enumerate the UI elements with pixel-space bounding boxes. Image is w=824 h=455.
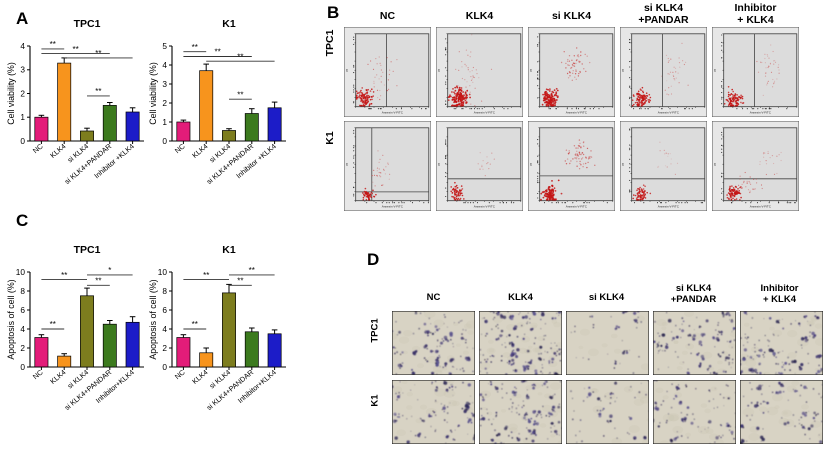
svg-text:2: 2	[20, 343, 25, 353]
svg-text:**: **	[203, 271, 209, 280]
svg-text:1: 1	[162, 117, 167, 127]
svg-text:Annexin V-FITC: Annexin V-FITC	[566, 111, 588, 115]
svg-text:TPC1: TPC1	[74, 18, 101, 30]
svg-text:**: **	[249, 266, 255, 275]
svg-text:*: *	[108, 266, 111, 275]
svg-text:TPC1: TPC1	[74, 244, 101, 256]
svg-text:6: 6	[20, 305, 25, 315]
svg-text:5: 5	[162, 41, 167, 51]
svg-text:**: **	[237, 277, 243, 286]
svg-text:Annexin V-FITC: Annexin V-FITC	[566, 205, 588, 209]
svg-text:**: **	[95, 277, 101, 286]
svg-text:K1: K1	[222, 18, 236, 30]
svg-text:**: **	[192, 320, 198, 329]
svg-text:2: 2	[162, 343, 167, 353]
svg-text:**: **	[192, 43, 198, 52]
svg-text:Apoptosis of cell (%): Apoptosis of cell (%)	[148, 279, 158, 359]
svg-text:Annexin V-FITC: Annexin V-FITC	[474, 111, 496, 115]
svg-text:NC: NC	[31, 142, 45, 156]
svg-text:8: 8	[20, 286, 25, 296]
svg-text:0: 0	[20, 136, 25, 146]
svg-text:4: 4	[162, 60, 167, 70]
svg-text:Cell viability (%): Cell viability (%)	[148, 62, 158, 125]
svg-text:3: 3	[20, 65, 25, 75]
svg-text:PI: PI	[529, 163, 533, 166]
svg-text:PI: PI	[621, 163, 625, 166]
svg-text:**: **	[72, 45, 78, 54]
svg-text:Annexin V-FITC: Annexin V-FITC	[474, 205, 496, 209]
svg-text:**: **	[214, 48, 220, 57]
svg-text:**: **	[237, 52, 243, 61]
svg-text:**: **	[61, 271, 67, 280]
svg-text:Cell viability (%): Cell viability (%)	[6, 62, 16, 125]
svg-text:**: **	[95, 49, 101, 58]
svg-text:**: **	[50, 40, 56, 49]
svg-text:4: 4	[20, 41, 25, 51]
svg-text:1: 1	[20, 112, 25, 122]
svg-text:0: 0	[162, 136, 167, 146]
svg-text:2: 2	[162, 98, 167, 108]
svg-text:**: **	[95, 87, 101, 96]
svg-text:PI: PI	[437, 163, 441, 166]
svg-text:Annexin V-FITC: Annexin V-FITC	[750, 205, 772, 209]
svg-text:PI: PI	[713, 69, 717, 72]
svg-text:Inhibitor +KLK4: Inhibitor +KLK4	[92, 142, 136, 181]
svg-text:10: 10	[158, 267, 168, 277]
svg-text:4: 4	[162, 324, 167, 334]
svg-text:NC: NC	[173, 142, 187, 156]
svg-text:Annexin V-FITC: Annexin V-FITC	[658, 111, 680, 115]
svg-text:Annexin V-FITC: Annexin V-FITC	[382, 205, 404, 209]
svg-text:4: 4	[20, 324, 25, 334]
svg-text:PI: PI	[713, 163, 717, 166]
svg-text:**: **	[237, 90, 243, 99]
svg-text:PI: PI	[345, 69, 349, 72]
svg-text:10: 10	[16, 267, 26, 277]
svg-text:Inhibitor +KLK4: Inhibitor +KLK4	[234, 142, 278, 181]
svg-text:3: 3	[162, 79, 167, 89]
svg-text:PI: PI	[437, 69, 441, 72]
svg-text:NC: NC	[31, 368, 45, 382]
svg-text:0: 0	[162, 362, 167, 372]
svg-text:8: 8	[162, 286, 167, 296]
svg-text:PI: PI	[621, 69, 625, 72]
svg-text:K1: K1	[222, 244, 236, 256]
svg-text:**: **	[50, 320, 56, 329]
svg-text:Annexin V-FITC: Annexin V-FITC	[750, 111, 772, 115]
svg-text:Annexin V-FITC: Annexin V-FITC	[382, 111, 404, 115]
svg-text:NC: NC	[173, 368, 187, 382]
svg-text:2: 2	[20, 88, 25, 98]
svg-text:Apoptosis of cell (%): Apoptosis of cell (%)	[6, 279, 16, 359]
svg-text:6: 6	[162, 305, 167, 315]
svg-text:PI: PI	[529, 69, 533, 72]
svg-text:PI: PI	[345, 163, 349, 166]
svg-text:0: 0	[20, 362, 25, 372]
svg-text:Annexin V-FITC: Annexin V-FITC	[658, 205, 680, 209]
